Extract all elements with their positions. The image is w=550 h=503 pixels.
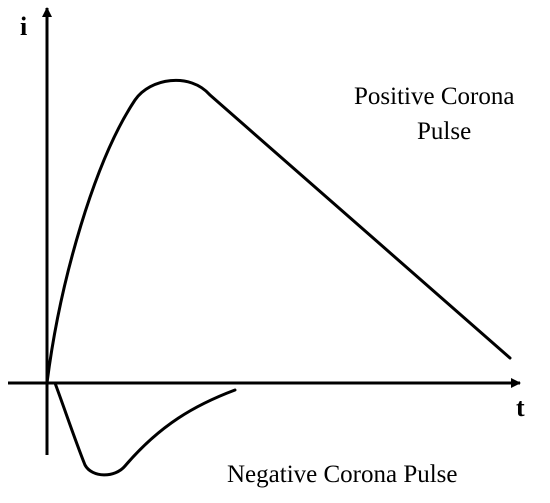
y-axis-label: i [20,12,27,41]
x-axis-label: t [516,393,525,422]
positive-corona-pulse-curve [45,78,512,385]
positive-pulse-label-line2: Pulse [417,118,471,145]
negative-pulse-label: Negative Corona Pulse [227,461,458,488]
negative-corona-pulse-curve [53,381,237,477]
positive-pulse-label-line1: Positive Corona [354,83,514,110]
